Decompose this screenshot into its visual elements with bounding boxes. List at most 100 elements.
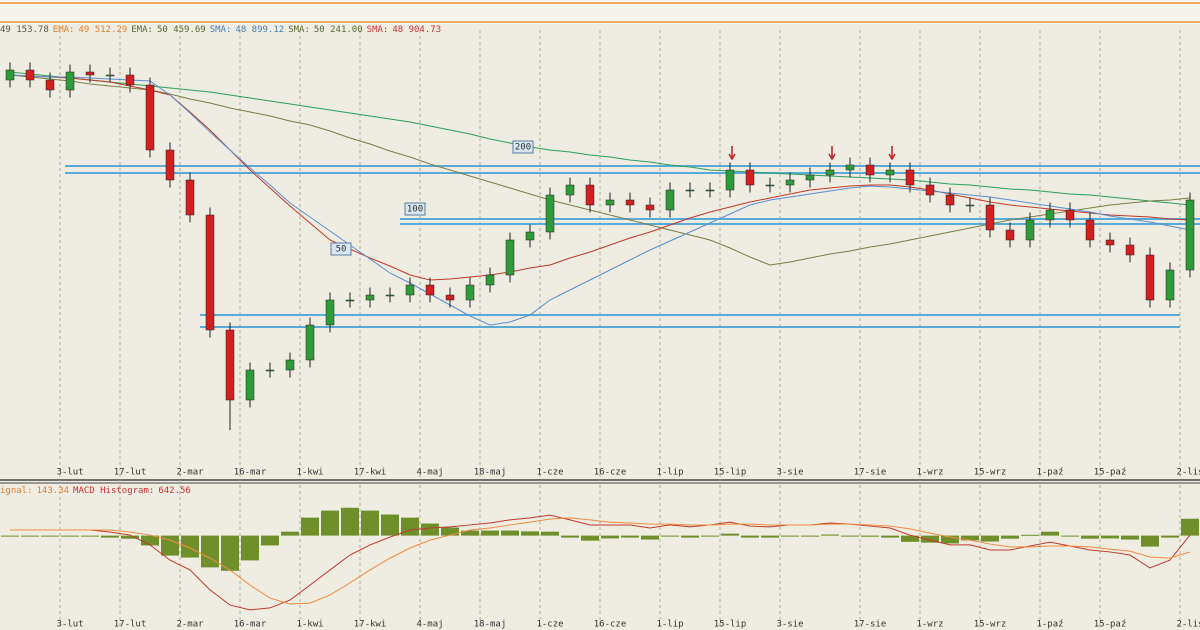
legend-label: ignal:	[0, 486, 33, 496]
candle-body	[1065, 209, 1075, 221]
x-tick-label: 1-paź	[1036, 620, 1063, 630]
histogram-bar	[1101, 535, 1119, 539]
histogram-bar	[1, 535, 19, 537]
histogram-bar	[821, 534, 839, 536]
legend-text: 48 904.73	[392, 25, 442, 35]
x-tick-label: 17-lut	[114, 468, 147, 478]
legend-text: 642.56	[158, 486, 191, 496]
legend-label: EMA:	[52, 25, 75, 35]
x-tick-label: 1-kwi	[296, 468, 323, 478]
candle-body	[805, 174, 815, 181]
histogram-bar	[41, 535, 59, 537]
candle-body	[565, 184, 575, 196]
legend-text: 143.34	[36, 486, 70, 496]
legend-text: 49 153.78	[0, 25, 49, 35]
candle-body	[865, 164, 875, 176]
histogram-bar	[801, 535, 819, 537]
histogram-bar	[261, 535, 279, 546]
candle-body	[1025, 219, 1035, 241]
candle-body	[285, 359, 295, 371]
x-tick-label: 1-lip	[656, 468, 683, 478]
candle-body	[745, 169, 755, 186]
histogram-bar	[21, 535, 39, 537]
candle-body	[145, 84, 155, 151]
x-tick-label: 1-cze	[536, 620, 563, 630]
candle-body	[885, 169, 895, 176]
moving-average	[9, 74, 1191, 326]
candle-body	[405, 284, 415, 296]
x-tick-label: 17-sie	[854, 620, 887, 630]
histogram-bar	[661, 535, 679, 537]
candle-body	[125, 74, 135, 86]
histogram-bar	[321, 510, 339, 536]
candle-body	[485, 274, 495, 286]
histogram-bar	[921, 535, 939, 543]
histogram-bar	[1021, 534, 1039, 536]
histogram-bar	[1121, 535, 1139, 540]
x-tick-label: 1-paź	[1036, 468, 1063, 478]
legend-label: SMA:	[366, 25, 389, 35]
candle-body	[225, 329, 235, 401]
annotation-box	[404, 202, 426, 216]
histogram-bar	[961, 535, 979, 541]
x-tick-label: 16-cze	[594, 468, 627, 478]
x-tick-label: 1-wrz	[916, 468, 943, 478]
x-tick-label: 15-wrz	[974, 468, 1007, 478]
histogram-bar	[161, 535, 179, 556]
x-tick-label: 1-cze	[536, 468, 563, 478]
x-tick-label: 15-lip	[714, 468, 747, 478]
x-tick-label: 17-lut	[114, 620, 147, 630]
candle-body	[305, 324, 315, 361]
candle-body	[1085, 219, 1095, 241]
legend-text: 49 512.29	[78, 25, 128, 35]
x-tick-label: 15-paź	[1094, 620, 1127, 630]
x-tick-label: 18-maj	[474, 468, 507, 478]
candle-body	[1185, 199, 1195, 271]
candle-body	[265, 369, 275, 372]
histogram-bar	[361, 510, 379, 536]
annotation: 100	[407, 205, 423, 215]
histogram-bar	[141, 535, 159, 546]
x-tick-label: 2-mar	[176, 620, 204, 630]
candle-body	[925, 184, 935, 196]
x-tick-label: 3-lut	[56, 468, 83, 478]
x-tick-label: 2-lis	[1176, 620, 1200, 630]
histogram-bar	[181, 535, 199, 558]
candle-body	[845, 164, 855, 171]
legend-label: SMA:	[288, 25, 310, 35]
x-tick-label: 17-sie	[854, 468, 887, 478]
histogram-bar	[1081, 535, 1099, 539]
histogram-bar	[281, 531, 299, 536]
macd-line	[10, 517, 1191, 605]
annotation-box	[330, 242, 352, 256]
annotation: 200	[515, 143, 531, 153]
x-tick-label: 4-maj	[416, 620, 443, 630]
x-tick-label: 3-sie	[776, 468, 803, 478]
candle-body	[1125, 244, 1135, 256]
x-tick-label: 15-paź	[1094, 468, 1127, 478]
histogram-bar	[401, 517, 419, 536]
macd-line	[10, 514, 1191, 611]
legend-label: MACD Histogram:	[73, 486, 155, 496]
histogram-bar	[841, 535, 859, 537]
histogram-bar	[241, 535, 259, 561]
legend-text: 50 241.00	[313, 25, 363, 35]
x-tick-label: 16-mar	[234, 620, 267, 630]
histogram-bar	[441, 527, 459, 536]
histogram-bar	[941, 535, 959, 544]
histogram-bar	[641, 535, 659, 540]
candle-body	[445, 294, 455, 301]
histogram-bar	[201, 535, 219, 568]
candle-body	[605, 199, 615, 206]
x-tick-label: 1-wrz	[916, 620, 943, 630]
x-tick-label: 4-maj	[416, 468, 443, 478]
histogram-bar	[481, 530, 499, 536]
histogram-bar	[581, 535, 599, 541]
candle-body	[425, 284, 435, 296]
candle-body	[25, 69, 35, 81]
signal-arrow	[728, 146, 736, 161]
histogram-bar	[721, 533, 739, 536]
candle-body	[1145, 254, 1155, 301]
candle-body	[205, 214, 215, 331]
